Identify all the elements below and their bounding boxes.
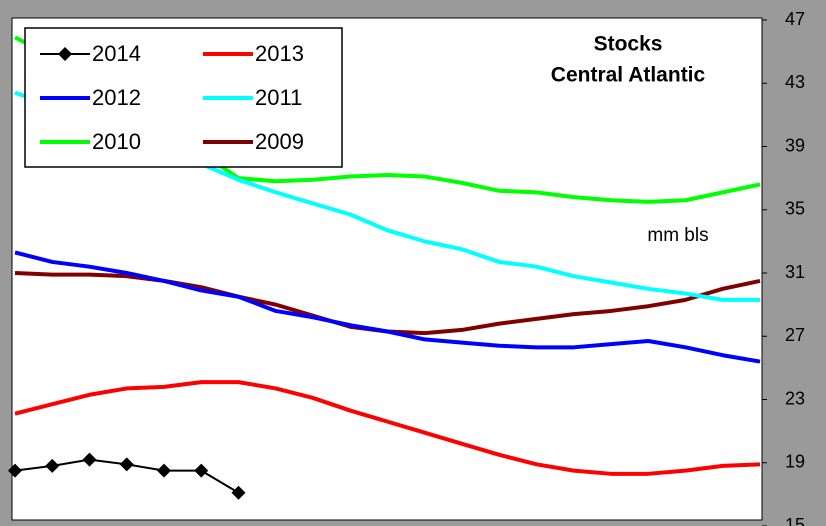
marker [119, 457, 134, 472]
y-tick-label: 23 [785, 388, 805, 408]
y-tick-label: 43 [785, 72, 805, 92]
chart-title: Stocks [594, 33, 663, 56]
marker [231, 485, 246, 500]
marker [82, 452, 97, 467]
marker [157, 463, 171, 478]
y-tick-label: 27 [785, 325, 805, 345]
legend-label: 2012 [92, 85, 141, 110]
y-axis: 15 19 23 27 31 35 39 43 47 [762, 9, 805, 526]
y-tick-label: 31 [785, 262, 805, 282]
chart-subtitle: Central Atlantic [551, 64, 706, 87]
series-line [14, 250, 761, 364]
series-line [14, 380, 761, 476]
legend-label: 2013 [255, 41, 304, 66]
y-tick-label: 15 [785, 515, 805, 526]
y-tick-label: 35 [785, 199, 805, 219]
unit-annotation: mm bls [647, 225, 708, 246]
y-tick-label: 47 [785, 9, 805, 29]
legend-label: 2010 [92, 129, 141, 154]
legend-entries: 2014 2013 2012 2011 2010 2009 [40, 41, 304, 154]
legend-label: 2014 [92, 41, 141, 66]
legend-label: 2011 [255, 85, 302, 110]
legend-marker [58, 47, 72, 61]
marker [45, 458, 60, 473]
marker [8, 463, 22, 478]
marker [194, 463, 209, 478]
y-tick-label: 39 [785, 135, 805, 155]
y-tick-label: 19 [785, 452, 805, 472]
legend-label: 2009 [255, 129, 304, 154]
